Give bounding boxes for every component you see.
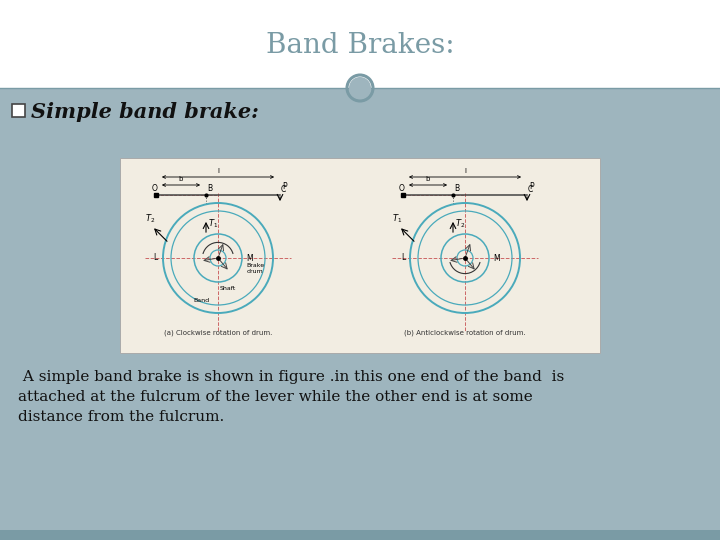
FancyBboxPatch shape [120,158,600,353]
Text: Shaft: Shaft [220,286,236,291]
FancyBboxPatch shape [0,0,720,88]
Text: $T_2$: $T_2$ [145,212,156,225]
Text: B: B [207,184,212,193]
Text: (a) Clockwise rotation of drum.: (a) Clockwise rotation of drum. [164,330,272,336]
Text: P: P [282,182,287,191]
Text: Simple band brake:: Simple band brake: [31,102,259,122]
Text: M: M [246,254,253,263]
Text: (b) Anticlockwise rotation of drum.: (b) Anticlockwise rotation of drum. [404,330,526,336]
Text: Band: Band [194,298,210,303]
Text: A simple band brake is shown in figure .in this one end of the band  is
attached: A simple band brake is shown in figure .… [18,370,564,424]
Text: B: B [454,184,459,193]
Text: $T_1$: $T_1$ [392,212,402,225]
Text: b: b [179,176,183,182]
Text: Brake
drum: Brake drum [246,263,265,274]
Circle shape [349,77,371,99]
Text: l: l [464,168,466,174]
Text: M: M [494,254,500,263]
FancyBboxPatch shape [12,104,25,117]
Text: Band Brakes:: Band Brakes: [266,32,454,59]
Text: $T_2$: $T_2$ [455,218,465,231]
Text: P: P [529,182,534,191]
Text: $T_1$: $T_1$ [208,218,218,231]
Text: L: L [401,253,405,262]
Text: L: L [154,253,158,262]
Text: C: C [281,185,287,194]
Text: C: C [528,185,534,194]
FancyBboxPatch shape [0,530,720,540]
Text: O: O [152,184,158,193]
Text: l: l [217,168,219,174]
Text: O: O [399,184,405,193]
Text: b: b [426,176,430,182]
